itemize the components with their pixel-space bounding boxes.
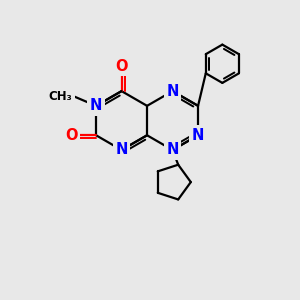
Text: N: N: [167, 142, 179, 158]
Text: N: N: [167, 84, 179, 99]
Text: N: N: [192, 128, 204, 143]
Text: O: O: [115, 58, 128, 74]
Text: N: N: [90, 98, 102, 113]
Text: O: O: [65, 128, 77, 143]
Text: N: N: [116, 142, 128, 158]
Text: CH₃: CH₃: [49, 90, 73, 103]
